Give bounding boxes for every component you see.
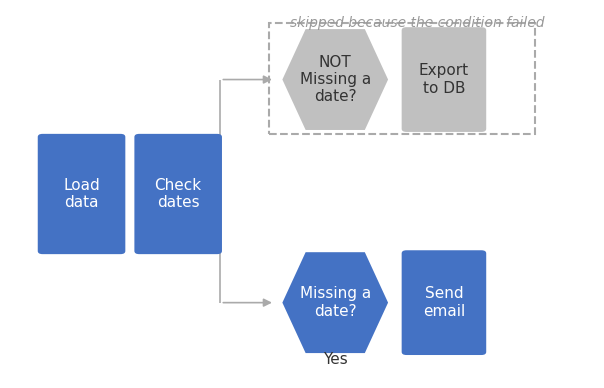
FancyBboxPatch shape — [37, 134, 126, 254]
Bar — [269, 23, 535, 134]
PathPatch shape — [283, 252, 388, 353]
Text: Export
to DB: Export to DB — [419, 63, 469, 96]
Text: Send
email: Send email — [423, 286, 465, 319]
Text: skipped because the condition failed: skipped because the condition failed — [289, 16, 544, 29]
Text: Check
dates: Check dates — [155, 178, 202, 210]
PathPatch shape — [283, 29, 388, 130]
Text: Yes: Yes — [323, 352, 347, 367]
Text: Load
data: Load data — [63, 178, 100, 210]
Text: NOT
Missing a
date?: NOT Missing a date? — [300, 55, 371, 104]
FancyBboxPatch shape — [402, 27, 486, 132]
FancyBboxPatch shape — [402, 250, 486, 355]
FancyBboxPatch shape — [134, 134, 222, 254]
Text: Missing a
date?: Missing a date? — [300, 286, 371, 319]
